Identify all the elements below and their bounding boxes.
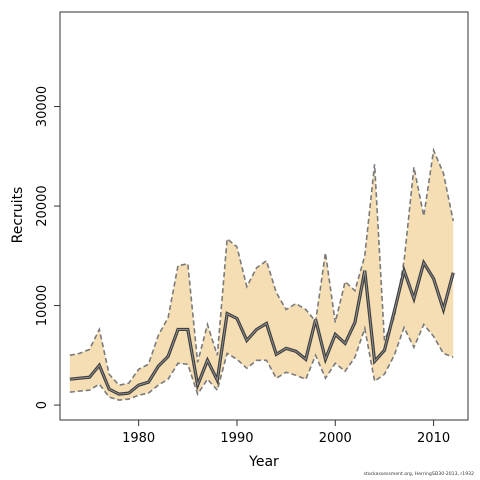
y-tick-label: 30000 <box>35 86 50 127</box>
y-tick-label: 0 <box>35 401 50 409</box>
x-tick-label: 1980 <box>122 431 155 446</box>
x-axis: 1980 1990 2000 2010 <box>122 420 450 446</box>
confidence-band <box>69 150 454 401</box>
x-axis-label: Year <box>248 454 279 470</box>
plot-frame <box>59 11 469 421</box>
confidence-band-area <box>69 150 454 401</box>
estimate-line <box>69 258 455 396</box>
y-tick-label: 10000 <box>35 285 50 326</box>
x-tick-label: 2000 <box>319 431 352 446</box>
estimate-line-inner <box>69 261 454 395</box>
lower-bound-line <box>69 322 454 401</box>
x-tick-label: 1990 <box>220 431 253 446</box>
credit-text: stockassessment.org, HerringSD30-2013, r… <box>363 472 474 477</box>
y-axis: 0 10000 20000 30000 <box>35 86 60 409</box>
y-tick-label: 20000 <box>35 185 50 226</box>
y-axis-label: Recruits <box>10 187 26 244</box>
x-tick-label: 2010 <box>417 431 450 446</box>
